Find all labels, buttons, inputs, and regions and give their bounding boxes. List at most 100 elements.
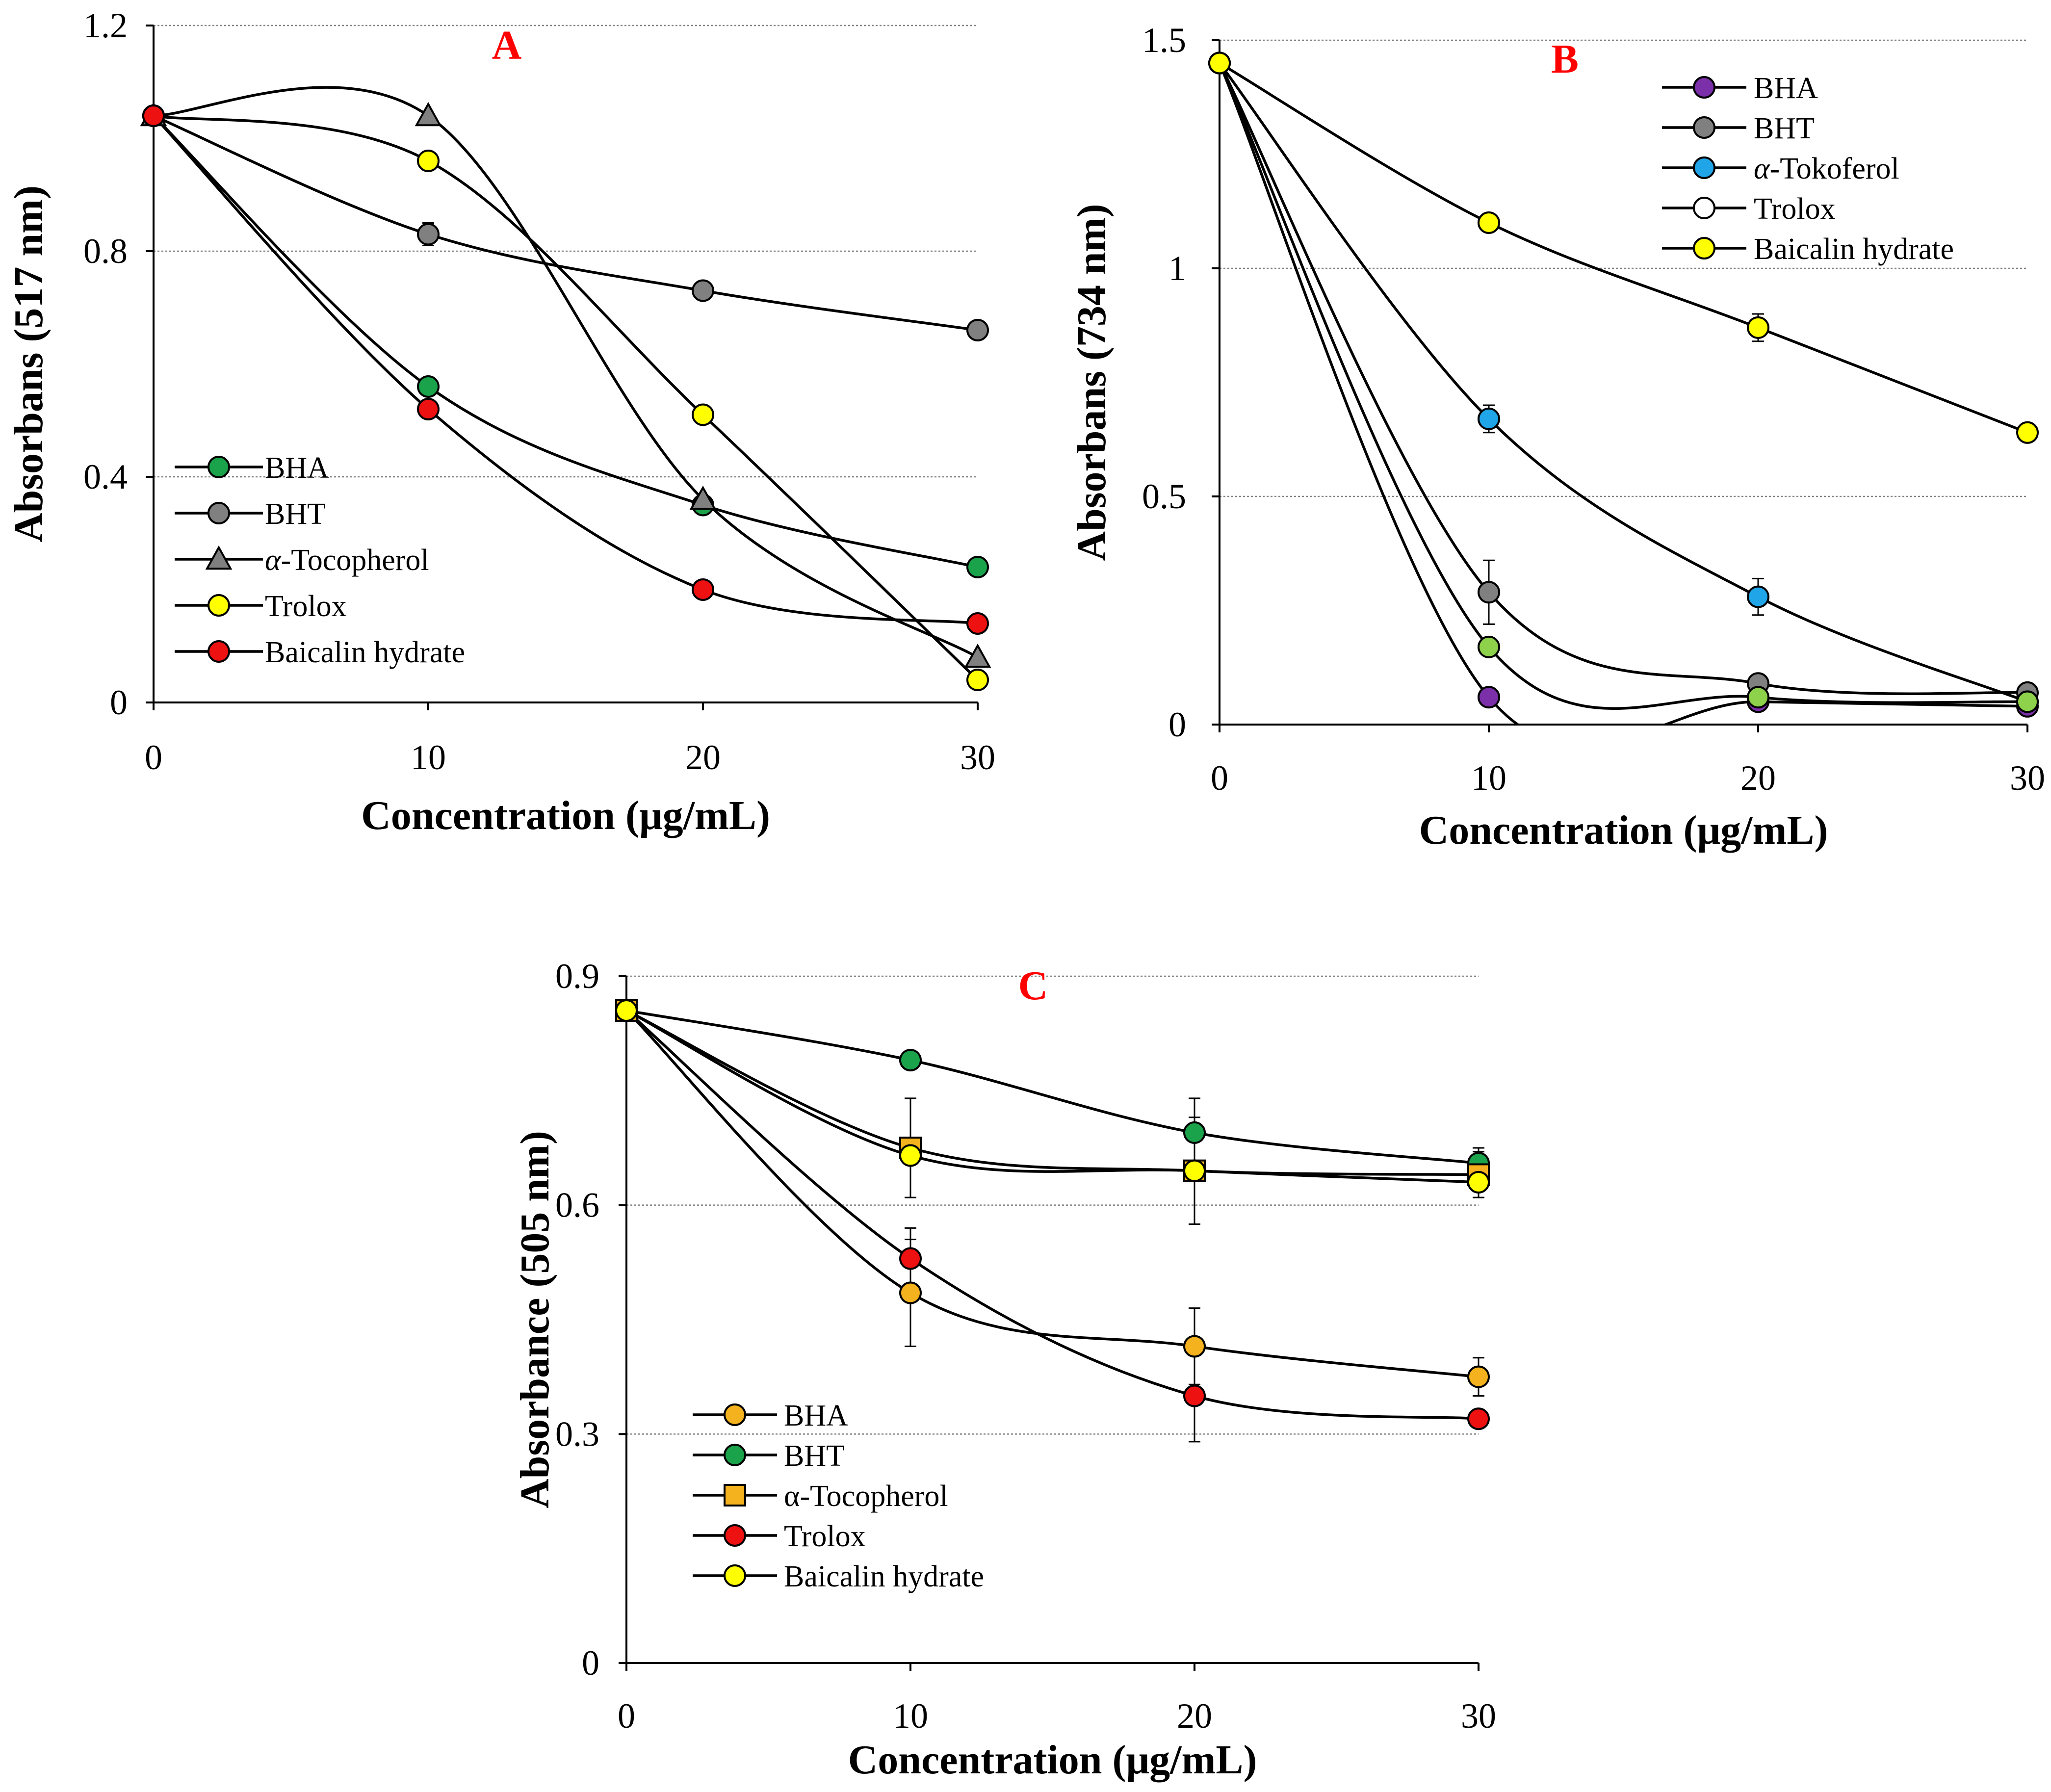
panel-c-legend-marker-baicalin-hydrate <box>724 1564 746 1587</box>
panel-b-point-trolox <box>2016 690 2039 713</box>
panel-a-y-tick-label: 0 <box>110 683 128 722</box>
panel-a-legend-label-bht: BHT <box>265 497 326 531</box>
panel-b-y-tick-label: 1 <box>1168 249 1186 288</box>
panel-c-legend-marker-trolox <box>724 1524 746 1547</box>
panel-a-x-axis-title: Concentration (μg/mL) <box>361 793 770 838</box>
panel-b-point-tokoferol <box>1478 407 1500 430</box>
panel-b-x-tick-label: 30 <box>2010 758 2045 798</box>
panel-c-x-axis-title: Concentration (μg/mL) <box>848 1737 1257 1783</box>
panel-b-line-trolox <box>1218 62 2028 710</box>
panel-b-point-baicalin-hydrate <box>2016 421 2039 444</box>
panel-b-line-bha <box>1218 62 2028 725</box>
panel-a-line-bht <box>153 114 978 332</box>
panel-a-legend-marker-bht <box>208 502 230 524</box>
panel-a-series-lines <box>152 86 979 681</box>
panel-c-point-trolox <box>899 1247 922 1270</box>
panel-b-x-tick-label: 20 <box>1740 758 1776 798</box>
panel-b-y-tick-label: 0 <box>1168 705 1186 744</box>
panel-a-line-baicalin-hydrate <box>152 115 978 625</box>
panel-a-legend-marker-bha <box>208 456 230 478</box>
panel-c-line-trolox <box>625 1009 1479 1420</box>
panel-c-legend-label-bha: BHA <box>784 1399 848 1432</box>
panel-c-line-bha <box>625 1010 1479 1378</box>
panel-a-point-trolox <box>417 150 440 172</box>
panel-a-legend-marker-tocopherol <box>205 545 233 570</box>
panel-b-legend-marker-trolox <box>1693 197 1715 219</box>
panel-b-x-tick-label: 10 <box>1471 758 1506 798</box>
panel-c-y-tick-label: 0.9 <box>555 957 599 996</box>
panel-c-point-trolox <box>1183 1384 1206 1407</box>
panel-c-legend-marker-tocopherol <box>724 1484 746 1506</box>
panel-a-x-tick-label: 10 <box>411 738 446 777</box>
panel-b-legend-marker-tokoferol <box>1693 156 1715 179</box>
panel-c-legend-marker-bha <box>724 1403 746 1426</box>
panel-a-point-trolox <box>692 403 714 426</box>
panel-c-x-tick-label: 10 <box>893 1696 928 1736</box>
panel-c-legend-marker-bht <box>724 1444 746 1466</box>
panel-a-line-bha <box>153 115 978 569</box>
panel-c: 0 0.3 0.6 0.9 0 10 20 30 Concentration (μg/mL) Ab… <box>512 957 1496 1783</box>
panel-b-y-tick-label: 1.5 <box>1142 21 1186 60</box>
panel-b-legend-label-bha: BHA <box>1754 72 1818 105</box>
panel-a-y-tick-label: 0.4 <box>83 457 128 496</box>
panel-a-y-tick-label: 1.2 <box>83 6 128 45</box>
panel-c-legend-label-baicalin-hydrate: Baicalin hydrate <box>784 1560 984 1593</box>
panel-a-label: A <box>492 23 522 68</box>
panel-b-legend-label-baicalin-hydrate: Baicalin hydrate <box>1754 233 1954 266</box>
panel-b: 0 0.5 1 1.5 0 10 20 30 Concentration (μg/mL) Abso… <box>1069 21 2045 853</box>
panel-c-series-lines <box>625 1009 1479 1420</box>
panel-c-y-tick-label: 0.3 <box>555 1414 599 1454</box>
panel-b-point-baicalin-hydrate <box>1747 316 1769 339</box>
panel-a-point-baicalin-hydrate <box>966 612 989 635</box>
panel-b-line-bht <box>1218 62 2028 695</box>
panel-a-legend-label-trolox: Trolox <box>265 590 347 623</box>
panel-c-legend-label-tocopherol: α-Tocopherol <box>784 1480 948 1513</box>
panel-c-legend-label-bht: BHT <box>784 1439 845 1473</box>
panel-a-point-trolox <box>966 669 989 691</box>
panel-c-point-bha <box>899 1281 922 1304</box>
panel-a-point-bht <box>417 223 440 246</box>
panel-c-line-baicalin-hydrate <box>625 1009 1479 1184</box>
panel-a-legend-marker-trolox <box>208 594 230 617</box>
panel-b-point-baicalin-hydrate <box>1478 211 1500 234</box>
panel-a-line-tocopherol <box>153 86 979 659</box>
panel-a-legend-label-baicalin-hydrate: Baicalin hydrate <box>265 636 465 669</box>
panel-a-point-tocopherol <box>964 643 991 668</box>
panel-b-y-axis-title: Absorbans (734 nm) <box>1069 204 1115 561</box>
panel-c-point-bha <box>1183 1335 1206 1358</box>
panel-b-series-lines <box>1218 62 2028 725</box>
panel-c-y-tick-label: 0.6 <box>555 1186 599 1225</box>
panel-c-point-bht <box>1183 1121 1206 1144</box>
panel-c-point-baicalin-hydrate <box>899 1144 922 1167</box>
panel-b-x-tick-label: 0 <box>1211 758 1228 798</box>
panel-c-point-bht <box>899 1049 922 1072</box>
panel-b-legend-label-trolox: Trolox <box>1754 192 1836 226</box>
panel-c-legend-label-trolox: Trolox <box>784 1520 866 1553</box>
panel-a-legend: BHA BHT α-Tocopherol Trolox Baicalin hydrate <box>175 451 465 669</box>
panel-b-y-tick-label: 0.5 <box>1142 477 1186 516</box>
panel-c-x-tick-label: 0 <box>618 1696 635 1736</box>
panel-a-y-tick-label: 0.8 <box>83 232 128 271</box>
panel-b-legend-label-tokoferol: α-Tokoferol <box>1754 152 1899 185</box>
panel-c-y-tick-label: 0 <box>582 1643 599 1683</box>
panel-a-point-tocopherol <box>415 102 442 127</box>
panel-b-point-bha <box>1478 686 1500 709</box>
panel-c-legend: BHA BHT α-Tocopherol Trolox Baicalin hydrate <box>693 1399 984 1593</box>
panel-b-point-baicalin-hydrate <box>1208 52 1231 75</box>
panel-b-point-trolox <box>1747 686 1769 709</box>
panel-b-legend-marker-bha <box>1693 76 1715 99</box>
panel-a: 0 0.4 0.8 1.2 0 10 20 30 Concentration (μg/mL) Ab… <box>6 6 995 838</box>
panel-c-point-baicalin-hydrate <box>615 999 638 1022</box>
panel-b-label: B <box>1551 36 1579 82</box>
panel-a-point-baicalin-hydrate <box>142 104 165 127</box>
panel-c-x-tick-label: 20 <box>1177 1696 1212 1736</box>
panel-b-line-baicalin-hydrate <box>1219 62 2028 434</box>
panel-b-legend-marker-bht <box>1693 116 1715 139</box>
panel-a-point-bht <box>966 319 989 341</box>
panel-a-x-tick-label: 20 <box>685 738 721 777</box>
panel-c-point-baicalin-hydrate <box>1467 1171 1490 1194</box>
panel-c-point-baicalin-hydrate <box>1183 1159 1206 1182</box>
panel-c-line-tocopherol <box>625 1009 1479 1176</box>
panel-b-legend: BHA BHT α-Tokoferol Trolox Baicalin hydrate <box>1662 72 1954 266</box>
